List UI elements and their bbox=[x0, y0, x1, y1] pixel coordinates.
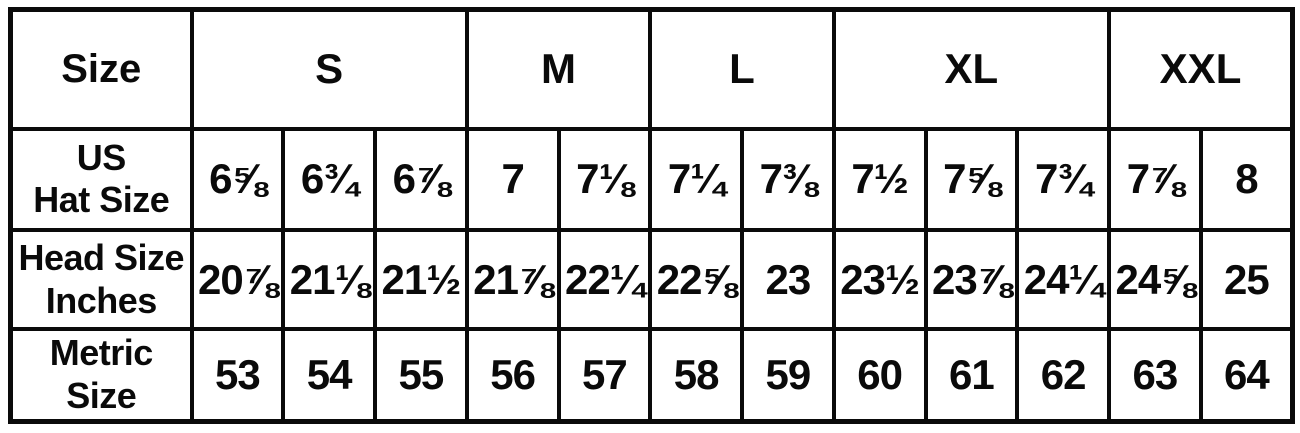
row-label-metric-size: Metric Size bbox=[8, 326, 194, 424]
us-hat-size-cell: 7⅛ bbox=[556, 126, 653, 233]
head-size-inches-cell: 24¼ bbox=[1015, 228, 1112, 331]
row-label-head-size-inches: Head Size Inches bbox=[8, 228, 194, 331]
metric-size-cell: 58 bbox=[648, 326, 744, 424]
head-size-inches-cell: 22⅝ bbox=[648, 228, 744, 331]
size-group-xl: XL bbox=[831, 7, 1112, 131]
head-size-inches-cell: 21½ bbox=[373, 228, 469, 331]
metric-size-cell: 57 bbox=[556, 326, 653, 424]
us-hat-size-cell: 7⅝ bbox=[923, 126, 1020, 233]
size-group-m: M bbox=[464, 7, 653, 131]
head-size-inches-cell: 23 bbox=[740, 228, 836, 331]
metric-size-cell: 63 bbox=[1107, 326, 1203, 424]
metric-size-cell: 53 bbox=[189, 326, 286, 424]
us-hat-size-cell: 7⅜ bbox=[740, 126, 836, 233]
us-hat-size-cell: 6¾ bbox=[281, 126, 377, 233]
us-hat-size-cell: 6⅞ bbox=[373, 126, 469, 233]
metric-size-cell: 61 bbox=[923, 326, 1020, 424]
metric-size-cell: 60 bbox=[831, 326, 928, 424]
metric-size-cell: 64 bbox=[1198, 326, 1295, 424]
us-hat-size-cell: 6⅝ bbox=[189, 126, 286, 233]
head-size-inches-cell: 23½ bbox=[831, 228, 928, 331]
head-size-inches-cell: 20⅞ bbox=[189, 228, 286, 331]
size-group-s: S bbox=[189, 7, 469, 131]
us-hat-size-cell: 7 bbox=[464, 126, 561, 233]
us-hat-size-cell: 7¼ bbox=[648, 126, 744, 233]
metric-size-cell: 54 bbox=[281, 326, 377, 424]
metric-size-cell: 56 bbox=[464, 326, 561, 424]
size-group-xxl: XXL bbox=[1107, 7, 1295, 131]
us-hat-size-cell: 7¾ bbox=[1015, 126, 1112, 233]
metric-size-cell: 62 bbox=[1015, 326, 1112, 424]
metric-size-row: Metric Size 53 54 55 56 57 58 59 60 61 6… bbox=[8, 326, 1295, 424]
row-label-us-hat-size: US Hat Size bbox=[8, 126, 194, 233]
us-hat-size-row: US Hat Size 6⅝ 6¾ 6⅞ 7 7⅛ 7¼ 7⅜ 7½ 7⅝ 7¾… bbox=[8, 126, 1295, 233]
head-size-inches-cell: 22¼ bbox=[556, 228, 653, 331]
us-hat-size-cell: 8 bbox=[1198, 126, 1295, 233]
size-group-l: L bbox=[648, 7, 836, 131]
us-hat-size-cell: 7⅞ bbox=[1107, 126, 1203, 233]
head-size-inches-cell: 21⅞ bbox=[464, 228, 561, 331]
head-size-inches-cell: 21⅛ bbox=[281, 228, 377, 331]
corner-cell-size: Size bbox=[8, 7, 194, 131]
hat-size-table: Size S M L XL XXL US Hat Size 6⅝ 6¾ 6⅞ 7… bbox=[8, 7, 1296, 424]
head-size-inches-cell: 25 bbox=[1198, 228, 1295, 331]
size-header-row: Size S M L XL XXL bbox=[8, 7, 1295, 131]
hat-size-chart: Size S M L XL XXL US Hat Size 6⅝ 6¾ 6⅞ 7… bbox=[8, 7, 1296, 424]
head-size-inches-cell: 24⅝ bbox=[1107, 228, 1203, 331]
metric-size-cell: 55 bbox=[373, 326, 469, 424]
head-size-inches-row: Head Size Inches 20⅞ 21⅛ 21½ 21⅞ 22¼ 22⅝… bbox=[8, 228, 1295, 331]
metric-size-cell: 59 bbox=[740, 326, 836, 424]
us-hat-size-cell: 7½ bbox=[831, 126, 928, 233]
head-size-inches-cell: 23⅞ bbox=[923, 228, 1020, 331]
